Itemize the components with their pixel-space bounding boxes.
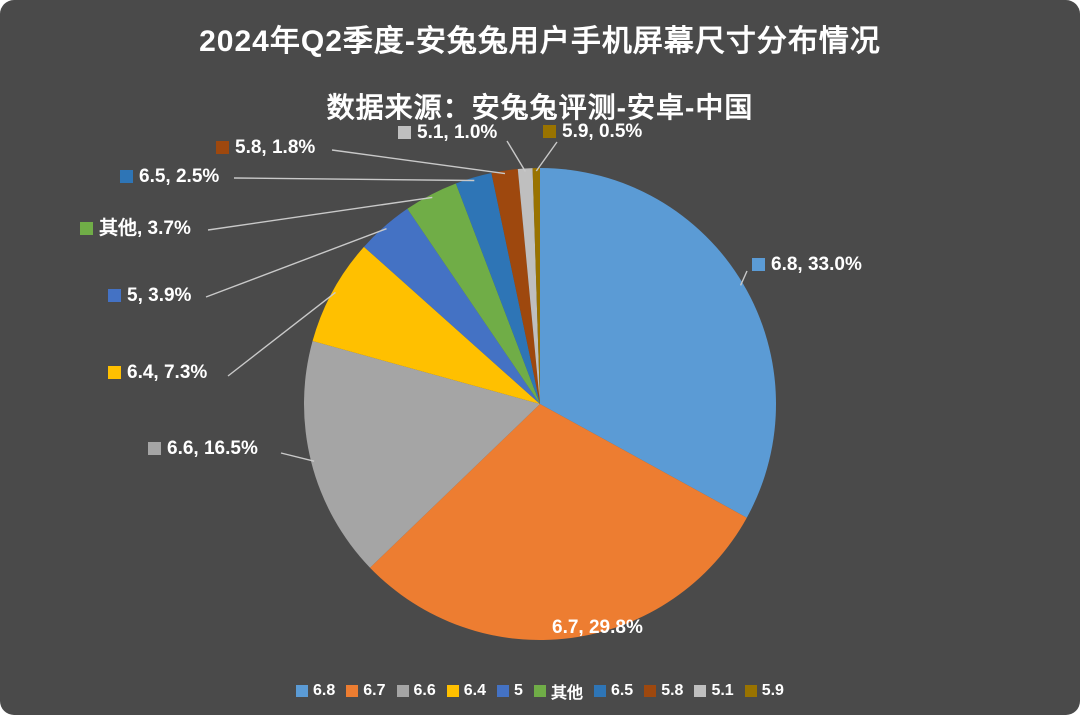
slice-label-6.5: 6.5, 2.5% xyxy=(120,166,219,187)
pie-slice-6.4 xyxy=(312,246,540,404)
chart-title: 2024年Q2季度-安兔兔用户手机屏幕尺寸分布情况 xyxy=(199,25,881,58)
legend-item-6.8: 6.8 xyxy=(296,682,335,700)
legend-label: 6.8 xyxy=(313,682,336,699)
legend-label: 5.1 xyxy=(711,682,734,699)
slice-label-其他: 其他, 3.7% xyxy=(80,216,191,239)
slice-label-6.8: 6.8, 33.0% xyxy=(752,254,862,275)
label-marker-icon xyxy=(80,222,93,235)
label-marker-icon xyxy=(752,258,765,271)
pie-slice-6.5 xyxy=(455,173,540,404)
slice-label-5.8: 5.8, 1.8% xyxy=(216,137,315,158)
legend: 6.8 6.7 6.6 6.4 5 其他 6.5 5.8 5.1 5.9 xyxy=(0,679,1080,703)
slice-label-text: 6.4, 7.3% xyxy=(127,362,207,383)
pie-slice-6.7 xyxy=(370,404,747,640)
slice-label-6.6: 6.6, 16.5% xyxy=(148,438,258,459)
legend-item-6.7: 6.7 xyxy=(346,682,386,700)
slice-label-text: 6.7, 29.8% xyxy=(552,617,643,638)
legend-swatch-icon xyxy=(744,685,757,697)
chart-subtitle: 数据来源：安兔兔评测-安卓-中国 xyxy=(326,92,754,123)
pie-slice-6.8 xyxy=(540,168,776,518)
slice-label-text: 5.8, 1.8% xyxy=(235,137,315,158)
slice-label-5: 5, 3.9% xyxy=(108,285,192,306)
label-marker-icon xyxy=(216,141,229,154)
legend-label: 6.4 xyxy=(463,682,487,699)
slice-label-text: 6.8, 33.0% xyxy=(771,254,862,275)
legend-swatch-icon xyxy=(296,685,309,697)
legend-label: 其他 xyxy=(550,685,583,702)
leader-line-6.8 xyxy=(739,270,748,286)
leader-line-5.1 xyxy=(506,140,526,172)
legend-swatch-icon xyxy=(497,685,510,697)
legend-swatch-icon xyxy=(533,685,546,697)
leader-line-5.9 xyxy=(535,141,558,172)
legend-item-5.1: 5.1 xyxy=(694,682,734,700)
label-marker-icon xyxy=(108,366,121,379)
legend-label: 6.6 xyxy=(413,682,436,699)
legend-item-6.4: 6.4 xyxy=(446,682,487,700)
legend-label: 6.5 xyxy=(610,682,634,699)
legend-label: 6.7 xyxy=(363,682,386,699)
pie-slice-5.9 xyxy=(532,168,540,404)
slice-label-6.4: 6.4, 7.3% xyxy=(108,362,207,383)
label-marker-icon xyxy=(108,289,121,302)
legend-swatch-icon xyxy=(396,685,409,697)
pie-slice-5.1 xyxy=(517,168,540,404)
slice-label-5.1: 5.1, 1.0% xyxy=(398,122,497,143)
slice-label-text: 5, 3.9% xyxy=(127,285,192,306)
legend-swatch-icon xyxy=(446,685,459,697)
leader-line-5 xyxy=(205,228,387,298)
legend-label: 5.9 xyxy=(761,682,784,699)
pie-slice-其他 xyxy=(407,183,540,404)
legend-item-5.9: 5.9 xyxy=(744,682,784,700)
slice-label-5.9: 5.9, 0.5% xyxy=(543,121,642,142)
label-marker-icon xyxy=(120,170,133,183)
slice-label-6.7: 6.7, 29.8% xyxy=(533,617,643,638)
legend-swatch-icon xyxy=(694,685,707,697)
leader-line-6.5 xyxy=(233,177,475,182)
label-marker-icon xyxy=(533,621,546,634)
legend-label: 5 xyxy=(514,682,523,699)
leader-line-其他 xyxy=(207,196,433,231)
leader-line-6.6 xyxy=(280,452,315,462)
slice-label-text: 5.9, 0.5% xyxy=(562,121,642,142)
slice-label-text: 其他, 3.7% xyxy=(99,216,191,239)
legend-item-6.5: 6.5 xyxy=(593,682,634,700)
slice-label-text: 5.1, 1.0% xyxy=(417,122,497,143)
label-marker-icon xyxy=(398,126,411,139)
legend-item-5.8: 5.8 xyxy=(644,682,683,700)
legend-item-其他: 其他 xyxy=(533,679,583,703)
pie-slice-5 xyxy=(363,208,540,404)
legend-item-6.6: 6.6 xyxy=(396,682,436,700)
slice-label-text: 6.5, 2.5% xyxy=(139,166,219,187)
pie-slice-5.8 xyxy=(491,169,540,404)
label-marker-icon xyxy=(148,442,161,455)
leader-line-5.8 xyxy=(331,149,506,175)
leader-line-6.4 xyxy=(227,291,336,377)
slice-label-text: 6.6, 16.5% xyxy=(167,438,258,459)
label-marker-icon xyxy=(543,125,556,138)
legend-label: 5.8 xyxy=(661,682,684,699)
legend-swatch-icon xyxy=(346,685,359,697)
pie-slice-6.6 xyxy=(303,341,540,568)
legend-item-5: 5 xyxy=(497,682,523,700)
legend-swatch-icon xyxy=(644,685,657,697)
legend-swatch-icon xyxy=(593,685,606,697)
